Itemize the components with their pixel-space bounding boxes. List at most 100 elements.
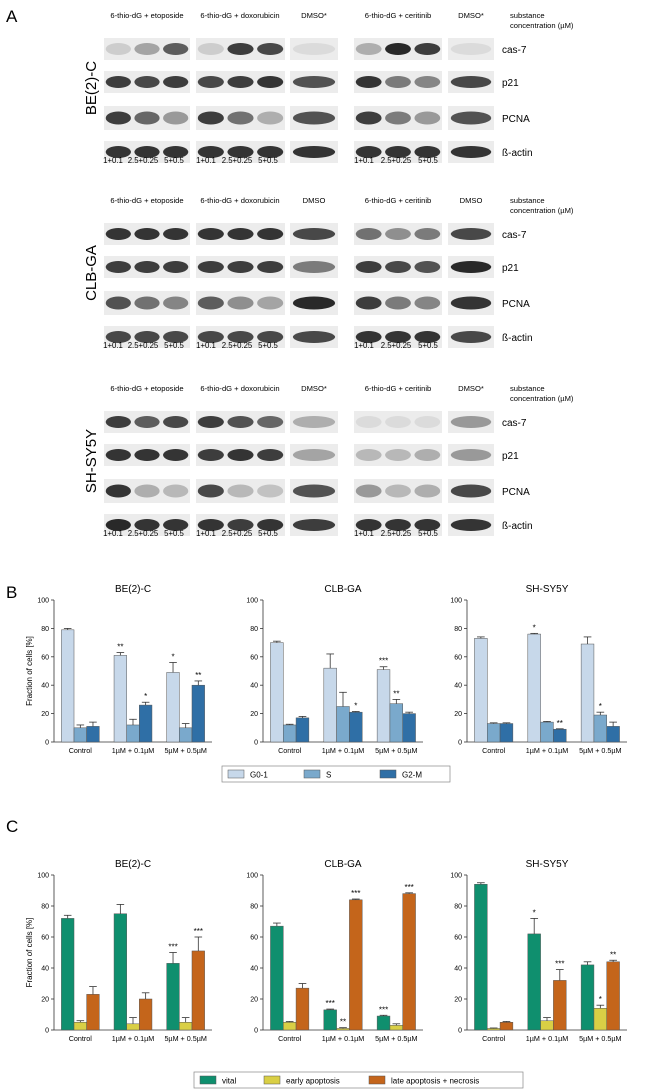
dose-label: 1+0.1 xyxy=(354,529,374,538)
y-tick-label: 20 xyxy=(250,997,258,1004)
blot-band xyxy=(163,261,189,273)
blot-band xyxy=(134,43,160,55)
bar xyxy=(580,643,595,743)
cell-line-label: SH-SY5Y xyxy=(83,429,100,493)
x-tick-label: Control xyxy=(482,1034,506,1043)
blot-band xyxy=(355,449,382,461)
protein-label: PCNA xyxy=(502,487,530,498)
cell-line-label: CLB-GA xyxy=(83,245,100,301)
x-tick-label: 1µM + 0.1µM xyxy=(526,1034,568,1043)
blot-band xyxy=(105,228,131,240)
blot-band xyxy=(450,76,492,88)
y-tick-label: 80 xyxy=(41,626,49,633)
blot-band xyxy=(292,43,336,55)
panel-b-cell-cycle-charts: B BE(2)-C 0 20 40 60 80 100 Fraction of cells [%… xyxy=(6,583,627,783)
blot-band xyxy=(257,146,284,158)
blot-header: 6-thio-dG + etoposide xyxy=(110,384,183,393)
blot-band xyxy=(414,76,441,88)
bar xyxy=(336,706,350,743)
blot-band xyxy=(105,111,131,125)
blot-band xyxy=(450,484,492,498)
blot-header: 6-thio-dG + ceritinib xyxy=(365,196,431,205)
dose-label: 2.5+0.25 xyxy=(222,341,253,350)
bar xyxy=(540,1020,554,1031)
concentration-label: concentration (µM) xyxy=(510,394,574,403)
x-tick-label: Control xyxy=(278,1034,302,1043)
blot-band xyxy=(227,43,254,55)
blot-band xyxy=(197,111,224,125)
panel-c-apoptosis-charts: C BE(2)-C 0 20 40 60 80 100 Fraction of cells [%… xyxy=(6,817,627,1089)
blot-section-1: 6-thio-dG + etoposide 6-thio-dG + doxorub… xyxy=(83,196,574,350)
y-tick-label: 60 xyxy=(454,935,462,942)
blot-band xyxy=(227,416,254,428)
y-tick-label: 20 xyxy=(454,997,462,1004)
blot-band xyxy=(355,76,382,88)
significance-label: * xyxy=(354,701,357,710)
blot-band xyxy=(163,76,189,88)
protein-label: cas-7 xyxy=(502,230,527,241)
x-tick-label: 5µM + 0.5µM xyxy=(164,746,206,755)
y-tick-label: 80 xyxy=(454,904,462,911)
blot-header: 6-thio-dG + etoposide xyxy=(110,196,183,205)
blot-band xyxy=(450,331,492,343)
dose-label: 2.5+0.25 xyxy=(381,341,412,350)
protein-label: ß-actin xyxy=(502,521,533,532)
y-tick-label: 20 xyxy=(250,711,258,718)
blot-band xyxy=(163,331,189,343)
protein-label: PCNA xyxy=(502,114,530,125)
bar xyxy=(376,669,391,743)
blot-band xyxy=(292,111,336,125)
blot-header: DMSO* xyxy=(458,384,484,393)
panel-label-c: C xyxy=(6,817,18,836)
dose-label: 1+0.1 xyxy=(196,529,216,538)
y-tick-label: 100 xyxy=(246,598,258,605)
blot-band xyxy=(257,484,284,498)
x-tick-label: 5µM + 0.5µM xyxy=(164,1034,206,1043)
significance-label: *** xyxy=(404,883,413,892)
blot-band xyxy=(385,484,411,498)
blot-band xyxy=(163,111,189,125)
chart-B-1: CLB-GA 0 20 40 60 80 100 Control 1µM + 0.1µM * 5µM… xyxy=(246,584,423,755)
bar xyxy=(179,727,193,743)
blot-band xyxy=(257,111,284,125)
blot-band xyxy=(105,416,131,428)
cell-line-label: BE(2)-C xyxy=(83,61,100,115)
blot-band xyxy=(134,146,160,158)
blot-band xyxy=(163,146,189,158)
blot-header: DMSO xyxy=(460,196,483,205)
significance-label: ** xyxy=(393,689,399,698)
bar xyxy=(336,1028,350,1031)
significance-label: * xyxy=(599,702,602,711)
blot-band xyxy=(385,519,411,531)
significance-label: *** xyxy=(555,960,564,969)
bar xyxy=(593,1008,607,1031)
legend-c: vital early apoptosis late apoptosis + nec… xyxy=(193,1071,524,1089)
blot-band xyxy=(257,43,284,55)
blot-band xyxy=(134,484,160,498)
y-tick-label: 0 xyxy=(254,740,258,747)
blot-band xyxy=(227,331,254,343)
bar xyxy=(73,1022,87,1031)
blot-band xyxy=(163,519,189,531)
bar xyxy=(527,633,541,743)
blot-band xyxy=(355,519,382,531)
blot-band xyxy=(134,449,160,461)
blot-band xyxy=(105,449,131,461)
bar xyxy=(191,950,205,1031)
blot-band xyxy=(414,146,441,158)
y-tick-label: 80 xyxy=(250,626,258,633)
dose-label: 5+0.5 xyxy=(418,341,438,350)
blot-band xyxy=(134,331,160,343)
concentration-label: concentration (µM) xyxy=(510,21,574,30)
blot-band xyxy=(227,111,254,125)
significance-label: ** xyxy=(610,950,616,959)
blot-band xyxy=(105,43,131,55)
y-tick-label: 40 xyxy=(454,683,462,690)
blot-band xyxy=(355,261,382,273)
bar xyxy=(474,884,488,1031)
substance-label: substance xyxy=(510,11,545,20)
y-tick-label: 0 xyxy=(45,740,49,747)
dose-label: 5+0.5 xyxy=(418,156,438,165)
legend-swatch xyxy=(379,769,397,779)
